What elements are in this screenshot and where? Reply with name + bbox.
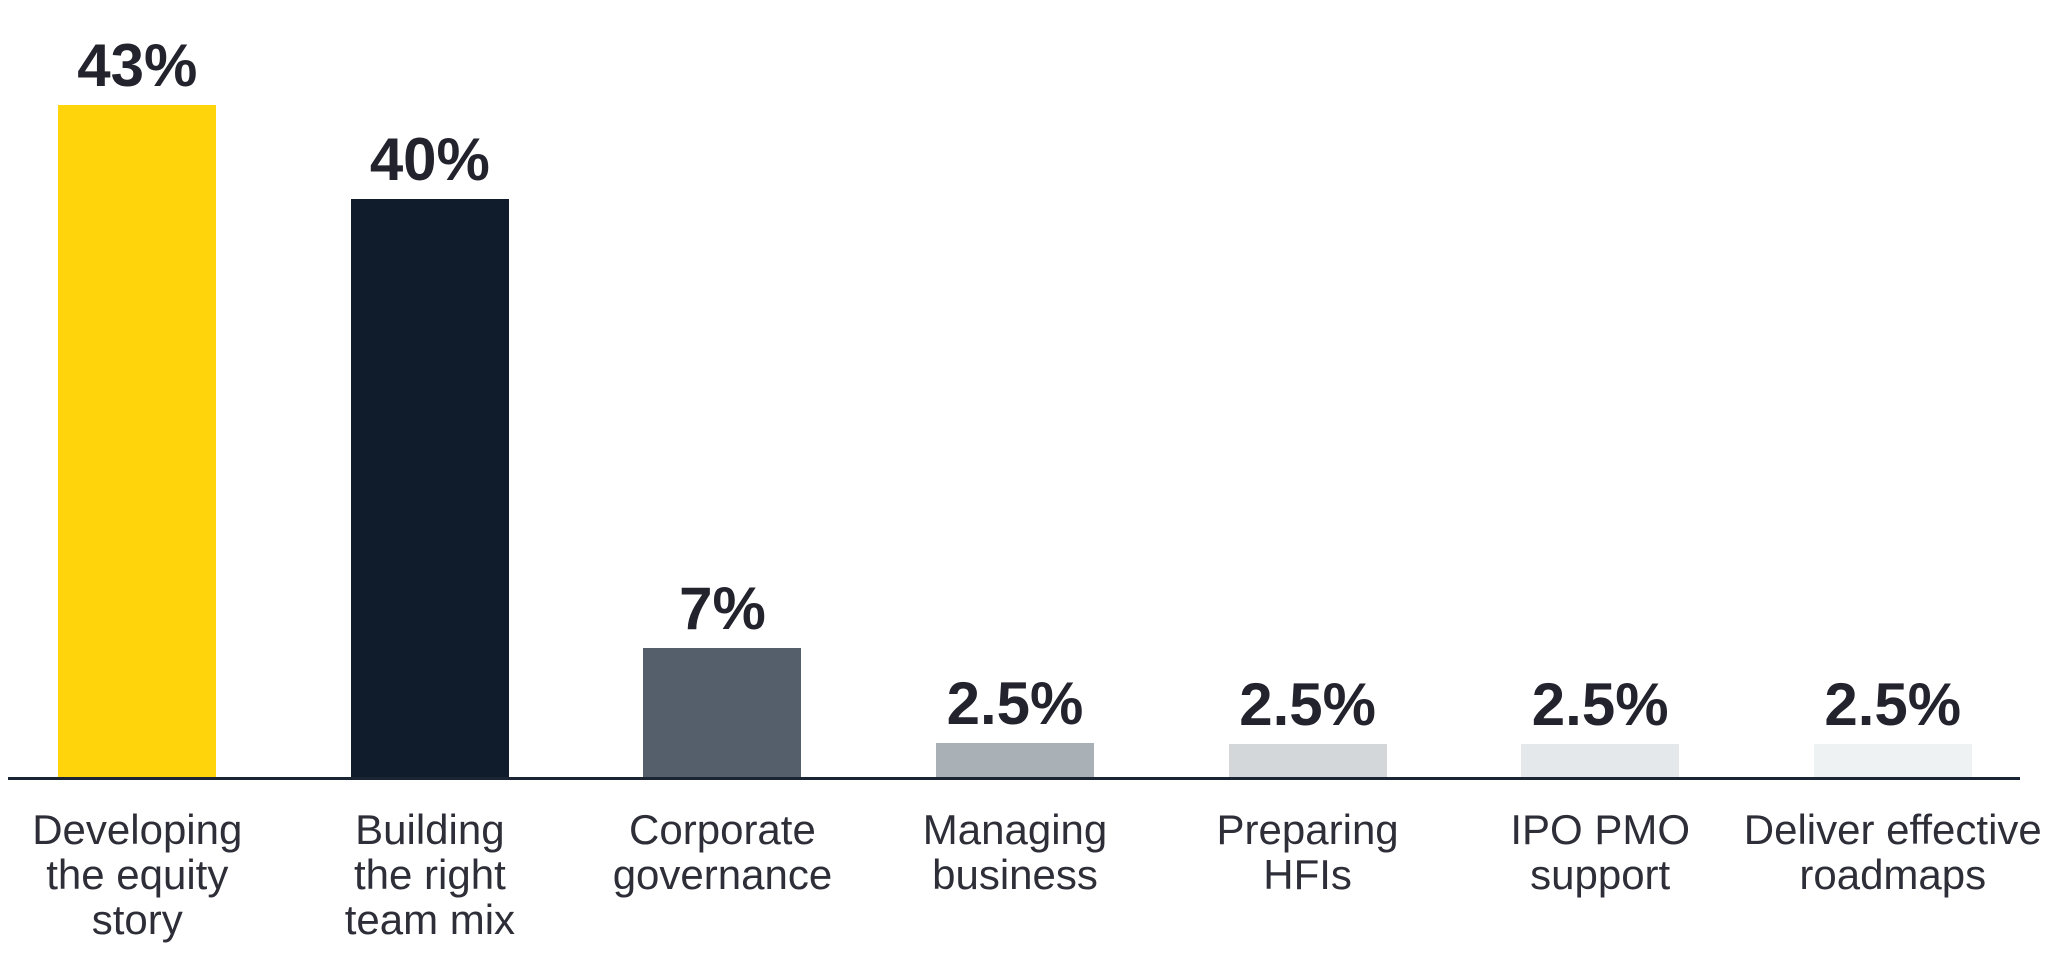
bar-column: 43% [0,36,284,777]
x-axis-line [8,777,2020,780]
category-label-cell: Deliver effective roadmaps [1743,806,2042,942]
bar [643,648,802,777]
bar [350,199,509,777]
category-label: Managing business [922,806,1108,898]
category-label-cell: Developing the equity story [0,807,284,942]
bar-column: 40% [284,130,577,777]
bar-value-label: 43% [77,32,198,99]
bar-column: 2.5% [1746,675,2039,777]
bars-row: 43% 40% 7% 2.5% 2.5% 2.5% 2.5% [0,36,2039,777]
bar-value-label: 2.5% [1531,671,1669,738]
category-label-cell: Preparing HFIs [1161,807,1454,942]
bar-column: 2.5% [1161,675,1454,777]
plot-area: 43% 40% 7% 2.5% 2.5% 2.5% 2.5% [0,36,2039,780]
category-label: IPO PMO support [1510,806,1691,898]
category-label: Deliver effective roadmaps [1743,806,2042,898]
category-label-cell: Building the right team mix [284,807,577,942]
bar-value-label: 2.5% [1239,671,1376,738]
bar-value-label: 40% [369,126,490,193]
category-labels-row: Developing the equity story Building the… [0,806,2042,942]
bar [1521,744,1680,777]
bar-column: 7% [576,579,869,777]
category-label-cell: Corporate governance [576,807,869,942]
category-label-cell: Managing business [869,807,1162,942]
bar-column: 2.5% [1454,675,1747,777]
category-label-cell: IPO PMO support [1454,807,1747,942]
bar [58,105,217,777]
bar-value-label: 2.5% [1824,671,1962,738]
category-label: Corporate governance [612,806,833,898]
bar [1813,744,1972,777]
category-label: Building the right team mix [344,806,516,943]
category-label: Developing the equity story [32,806,243,943]
bar-value-label: 2.5% [946,670,1084,737]
bar [1228,744,1387,777]
category-label: Preparing HFIs [1216,806,1399,898]
bar [936,743,1095,777]
bar-column: 2.5% [869,674,1162,777]
bar-value-label: 7% [679,575,766,642]
